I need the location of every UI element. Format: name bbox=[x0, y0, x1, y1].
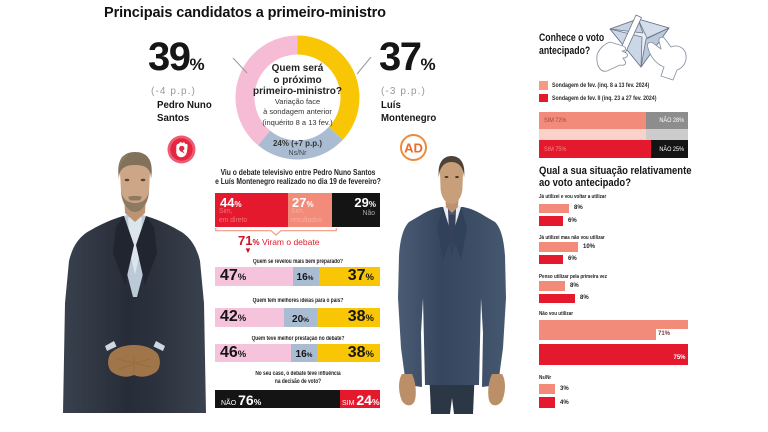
svg-text:AD: AD bbox=[404, 141, 423, 156]
